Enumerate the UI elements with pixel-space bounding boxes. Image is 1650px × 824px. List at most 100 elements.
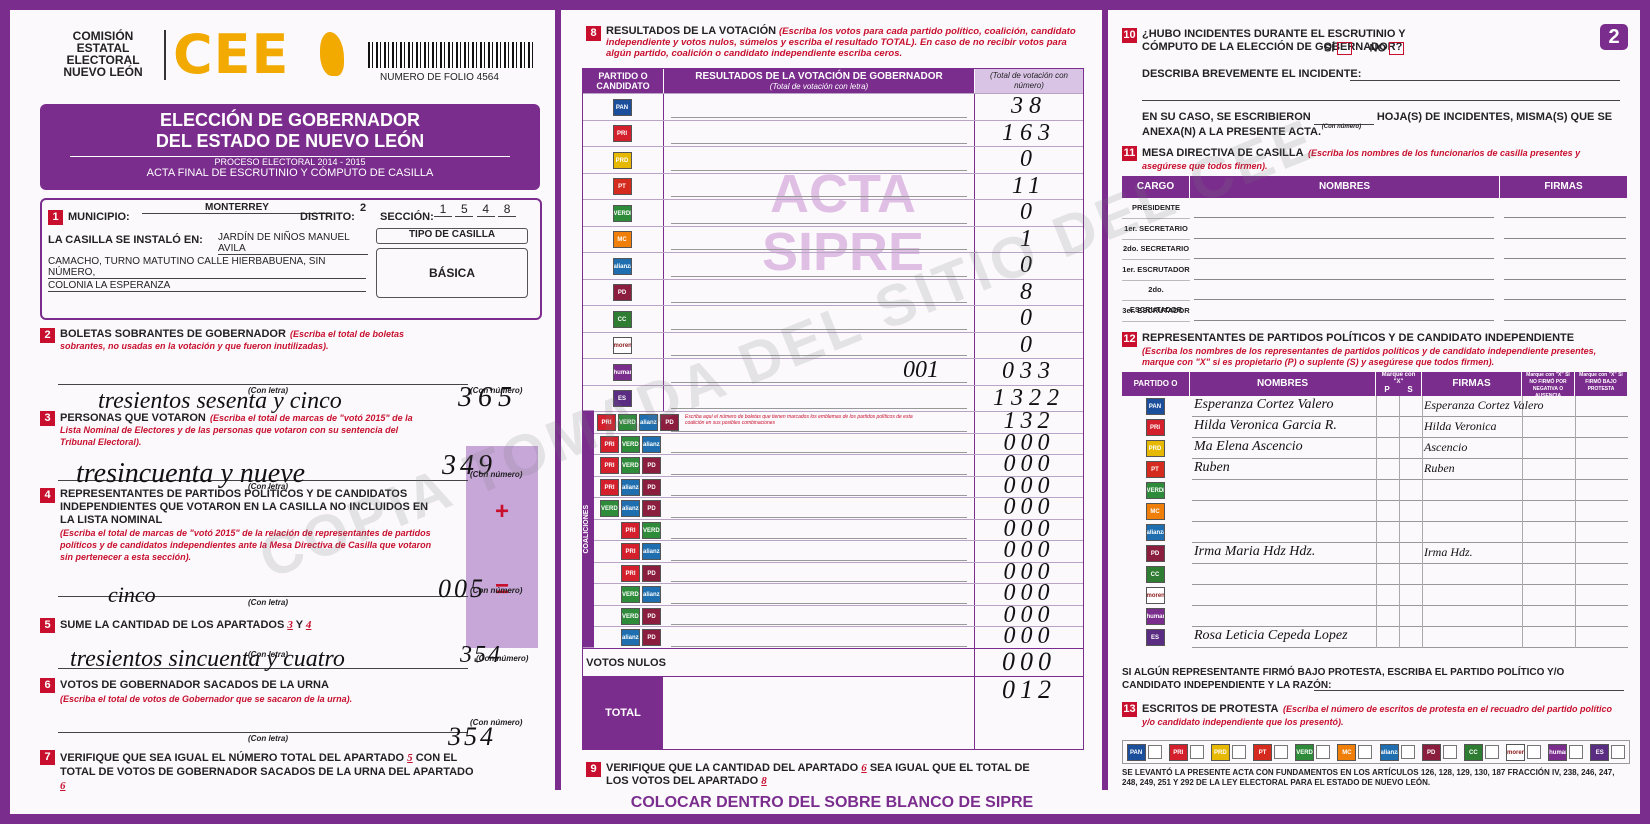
party-cell: PRIVERDE <box>595 520 663 542</box>
section-number: 7 <box>40 750 55 765</box>
field-label: SECCIÓN: <box>380 211 434 223</box>
no-label: NO <box>1369 42 1387 55</box>
party-logo: alianza <box>639 414 658 432</box>
party-logo: ES <box>1145 629 1165 646</box>
row-line <box>1192 458 1628 459</box>
name-line <box>1194 217 1494 218</box>
letter-line <box>671 116 967 118</box>
party-cell: PD <box>1122 543 1190 564</box>
party-logo: PRD <box>1210 743 1230 761</box>
party-cell: humanista <box>1122 606 1190 627</box>
column-header: Marque con "X" SI FIRMÓ BAJO PROTESTA <box>1575 372 1627 396</box>
coalition-row: alianzaPD 000 <box>583 623 1083 649</box>
party-logo: PT <box>1253 743 1273 761</box>
handwritten-letter: tresientos sincuenta y cuatro <box>70 646 345 672</box>
handwritten-number: 000 <box>1003 515 1055 542</box>
cell-divider <box>1376 543 1377 564</box>
coalition-row: PRI PD 000 <box>583 559 1083 585</box>
row-line <box>1192 605 1628 606</box>
summary-row: TOTAL 012 <box>583 675 1083 750</box>
result-row: PD 8 <box>583 278 1083 306</box>
coalition-row: PRIalianzaPD 000 <box>583 473 1083 499</box>
handwritten-name: Ruben <box>1194 460 1230 475</box>
party-cell: alianza <box>583 253 664 280</box>
row-line <box>1192 563 1628 564</box>
party-logo: PD <box>642 500 661 518</box>
number-divider <box>974 605 975 627</box>
protest-blank <box>1358 745 1373 759</box>
cell-divider <box>1522 543 1523 564</box>
section-label: SUME LA CANTIDAD DE LOS APARTADOS 3 Y 4 <box>60 619 311 631</box>
name-line <box>1194 299 1494 300</box>
number-divider <box>974 584 975 606</box>
number-caption: (Con número) <box>470 586 523 595</box>
party-cell: PD <box>583 279 664 306</box>
cell-divider <box>1376 417 1377 438</box>
ref: 6 <box>60 780 66 792</box>
party-logo: alianza <box>621 629 640 647</box>
party-cell: PRD <box>583 147 664 174</box>
letter-line <box>671 328 967 330</box>
distrito: 2 <box>360 202 367 214</box>
party-logo: alianza <box>642 543 661 561</box>
number-divider <box>974 455 975 477</box>
party-logo: PRD <box>612 151 632 169</box>
seccion: 1 5 4 8 <box>434 202 517 217</box>
org-line: NUEVO LEÓN <box>63 65 143 79</box>
stamp-line: ACTA <box>770 164 916 224</box>
column-header: Marque con "X" <box>1376 372 1421 396</box>
org-line: ESTATAL <box>76 41 130 55</box>
cell-divider <box>1422 522 1423 543</box>
header-text: RESULTADOS DE LA VOTACIÓN DE GOBERNADOR <box>695 71 943 82</box>
number-caption: (Con número) <box>476 654 529 663</box>
column-header: Marque con "X" SI NO FIRMÓ POR NEGATIVA … <box>1522 372 1574 396</box>
letter-caption: (Con letra) <box>248 598 288 607</box>
field-label: MUNICIPIO: <box>68 211 130 223</box>
cell-divider <box>1376 480 1377 501</box>
party-logo: PRI <box>1168 743 1188 761</box>
handwritten-letter: tresientos sesenta y cinco <box>98 388 342 414</box>
yes-no: SÍ NO <box>1324 42 1405 55</box>
row-line <box>1192 500 1628 501</box>
section-number: 12 <box>1122 332 1137 347</box>
cell-divider <box>1376 585 1377 606</box>
party-logo: alianza <box>1379 743 1399 761</box>
party-logo: alianza <box>642 586 661 604</box>
party-logo: alianza <box>612 257 632 275</box>
party-cell: alianza <box>1122 522 1190 543</box>
party-logo: PD <box>642 629 661 647</box>
letter-caption: (Con letra) <box>248 482 288 491</box>
letter-line <box>671 196 967 197</box>
cell-divider <box>1522 564 1523 585</box>
party-cell: PRIalianzaPD <box>595 477 663 499</box>
result-row: PRI 163 <box>583 119 1083 147</box>
party-logo: PAN <box>1145 398 1165 415</box>
cell-divider <box>1522 522 1523 543</box>
cell-divider <box>1399 606 1400 627</box>
letter-line <box>671 169 967 171</box>
cell-divider <box>1376 627 1377 648</box>
party-logo: humanista <box>1145 608 1165 625</box>
section-number: 2 <box>40 328 55 343</box>
protest-boxes: PAN PRI PRD PT VERDE MC alianza PD CC morena human… <box>1122 740 1630 764</box>
coalition-note: Escriba aquí el número de boletas que ti… <box>685 414 913 426</box>
handwritten-number: 005 <box>438 574 486 603</box>
party-logo: alianza <box>621 478 640 496</box>
section-heading: ESCRITOS DE PROTESTA (Escriba el número … <box>1142 702 1622 728</box>
party-logo: ES <box>612 390 632 408</box>
number-caption: (Con número) <box>470 470 523 479</box>
cell-divider <box>1376 564 1377 585</box>
section-label: VERIFIQUE QUE LA CANTIDAD DEL APARTADO 6… <box>606 762 1046 788</box>
handwritten-number: 000 <box>1003 601 1055 628</box>
party-logo: MC <box>612 231 632 249</box>
sheet-number: 2 <box>1600 24 1628 50</box>
protest-blank <box>1400 745 1415 759</box>
role-cell: 3er. ESCRUTADOR <box>1122 301 1190 322</box>
role-cell: 2do. ESCRUTADOR <box>1122 280 1190 314</box>
result-row: humanista 001 033 <box>583 357 1083 386</box>
section-heading: MESA DIRECTIVA DE CASILLA (Escriba los n… <box>1142 146 1612 172</box>
result-row: PRD 0 <box>583 146 1083 174</box>
section-label: BOLETAS SOBRANTES DE GOBERNADOR <box>60 328 286 340</box>
party-cell: PRIVERDEPD <box>595 455 663 477</box>
